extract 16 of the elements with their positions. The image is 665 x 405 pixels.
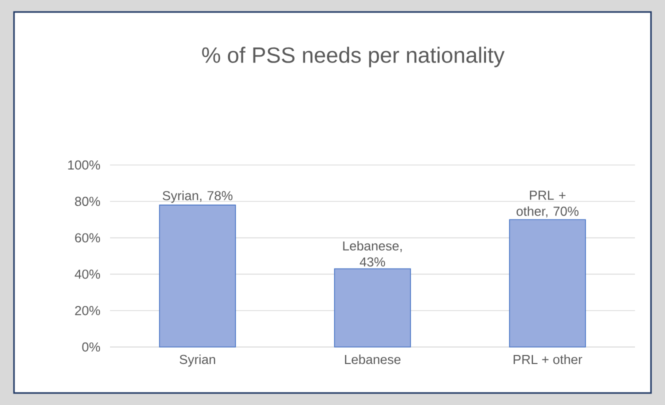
- data-label: Syrian, 78%: [162, 190, 232, 203]
- y-tick-label: 20%: [75, 306, 100, 316]
- data-label: Lebanese, 43%: [343, 240, 402, 267]
- bar: [334, 268, 411, 348]
- y-tick-label: 100%: [68, 160, 100, 170]
- x-tick-label: Lebanese: [345, 354, 400, 364]
- bar: [159, 204, 236, 348]
- y-tick-label: 40%: [74, 270, 100, 279]
- bar: [509, 219, 586, 348]
- chart-title: % of PSS needs per nationality: [202, 46, 505, 68]
- y-tick-label: 80%: [75, 196, 100, 206]
- y-tick-label: 60%: [75, 233, 100, 242]
- y-tick-label: 0%: [82, 342, 100, 352]
- x-tick-label: Syrian: [180, 354, 216, 367]
- data-label: PRL + other, 70%: [516, 190, 578, 218]
- x-tick-label: PRL + other: [514, 354, 582, 364]
